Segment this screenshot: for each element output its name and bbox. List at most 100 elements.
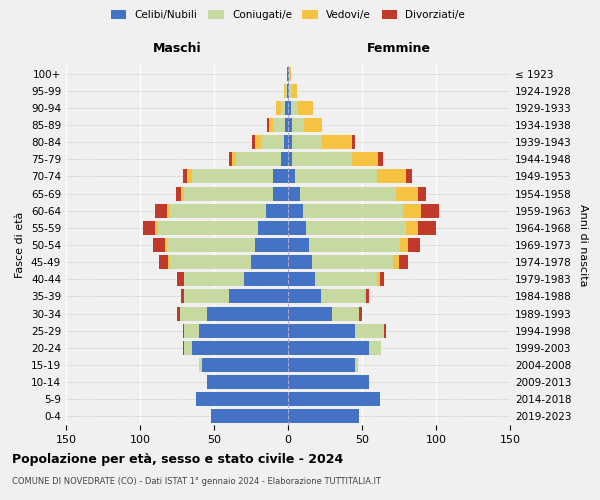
Bar [285,84,287,98]
Bar [380,272,384,286]
Bar [332,306,359,320]
Bar [400,238,408,252]
Bar [406,221,418,235]
Bar [300,186,396,200]
Text: Maschi: Maschi [152,42,202,54]
Bar [206,306,288,320]
Bar [251,255,288,269]
Bar [177,306,180,320]
Bar [289,66,291,80]
Bar [256,238,288,252]
Bar [253,135,256,149]
Bar [192,341,288,355]
Bar [322,135,352,149]
Bar [298,101,313,115]
Bar [183,324,184,338]
Bar [281,101,285,115]
Bar [259,221,288,235]
Bar [199,358,202,372]
Bar [229,290,288,304]
Bar [384,324,386,338]
Bar [359,306,362,320]
Bar [285,118,288,132]
Bar [211,410,288,424]
Bar [168,255,170,269]
Bar [288,152,292,166]
Bar [303,204,403,218]
Bar [159,255,168,269]
Bar [273,170,288,183]
Bar [154,238,165,252]
Bar [267,118,269,132]
Bar [284,135,288,149]
Bar [378,152,383,166]
Bar [295,170,377,183]
Bar [288,306,332,320]
Bar [288,358,355,372]
Bar [311,255,393,269]
Bar [292,118,304,132]
Text: COMUNE DI NOVEDRATE (CO) - Dati ISTAT 1° gennaio 2024 - Elaborazione TUTTITALIA.: COMUNE DI NOVEDRATE (CO) - Dati ISTAT 1°… [12,478,381,486]
Bar [183,170,187,183]
Bar [288,101,291,115]
Bar [184,186,273,200]
Bar [287,66,288,80]
Bar [288,186,300,200]
Bar [288,375,370,389]
Bar [292,84,297,98]
Bar [314,272,377,286]
Bar [184,272,244,286]
Bar [288,221,306,235]
Bar [273,118,285,132]
Bar [292,135,322,149]
Bar [396,186,418,200]
Bar [273,186,288,200]
Bar [184,324,199,338]
Text: Popolazione per età, sesso e stato civile - 2024: Popolazione per età, sesso e stato civil… [12,452,343,466]
Bar [165,238,167,252]
Bar [177,272,184,286]
Bar [170,255,251,269]
Bar [393,255,399,269]
Bar [365,290,367,304]
Bar [232,152,236,166]
Bar [206,375,288,389]
Bar [184,290,229,304]
Bar [176,186,181,200]
Bar [170,204,266,218]
Bar [304,118,322,132]
Bar [155,204,167,218]
Bar [256,135,262,149]
Bar [202,358,288,372]
Bar [199,324,288,338]
Bar [309,238,400,252]
Text: Femmine: Femmine [367,42,431,54]
Bar [155,221,158,235]
Bar [288,324,355,338]
Bar [180,306,206,320]
Bar [352,135,355,149]
Bar [281,152,288,166]
Bar [181,186,184,200]
Bar [292,152,352,166]
Bar [291,101,298,115]
Bar [167,204,170,218]
Bar [403,204,421,218]
Bar [352,152,378,166]
Bar [408,238,420,252]
Bar [196,392,288,406]
Bar [184,341,192,355]
Bar [192,170,273,183]
Bar [306,221,406,235]
Bar [236,152,281,166]
Bar [355,358,358,372]
Bar [284,84,285,98]
Bar [266,204,288,218]
Bar [418,221,436,235]
Bar [167,238,256,252]
Bar [288,238,309,252]
Bar [288,392,380,406]
Bar [288,66,289,80]
Y-axis label: Anni di nascita: Anni di nascita [578,204,588,286]
Bar [377,272,380,286]
